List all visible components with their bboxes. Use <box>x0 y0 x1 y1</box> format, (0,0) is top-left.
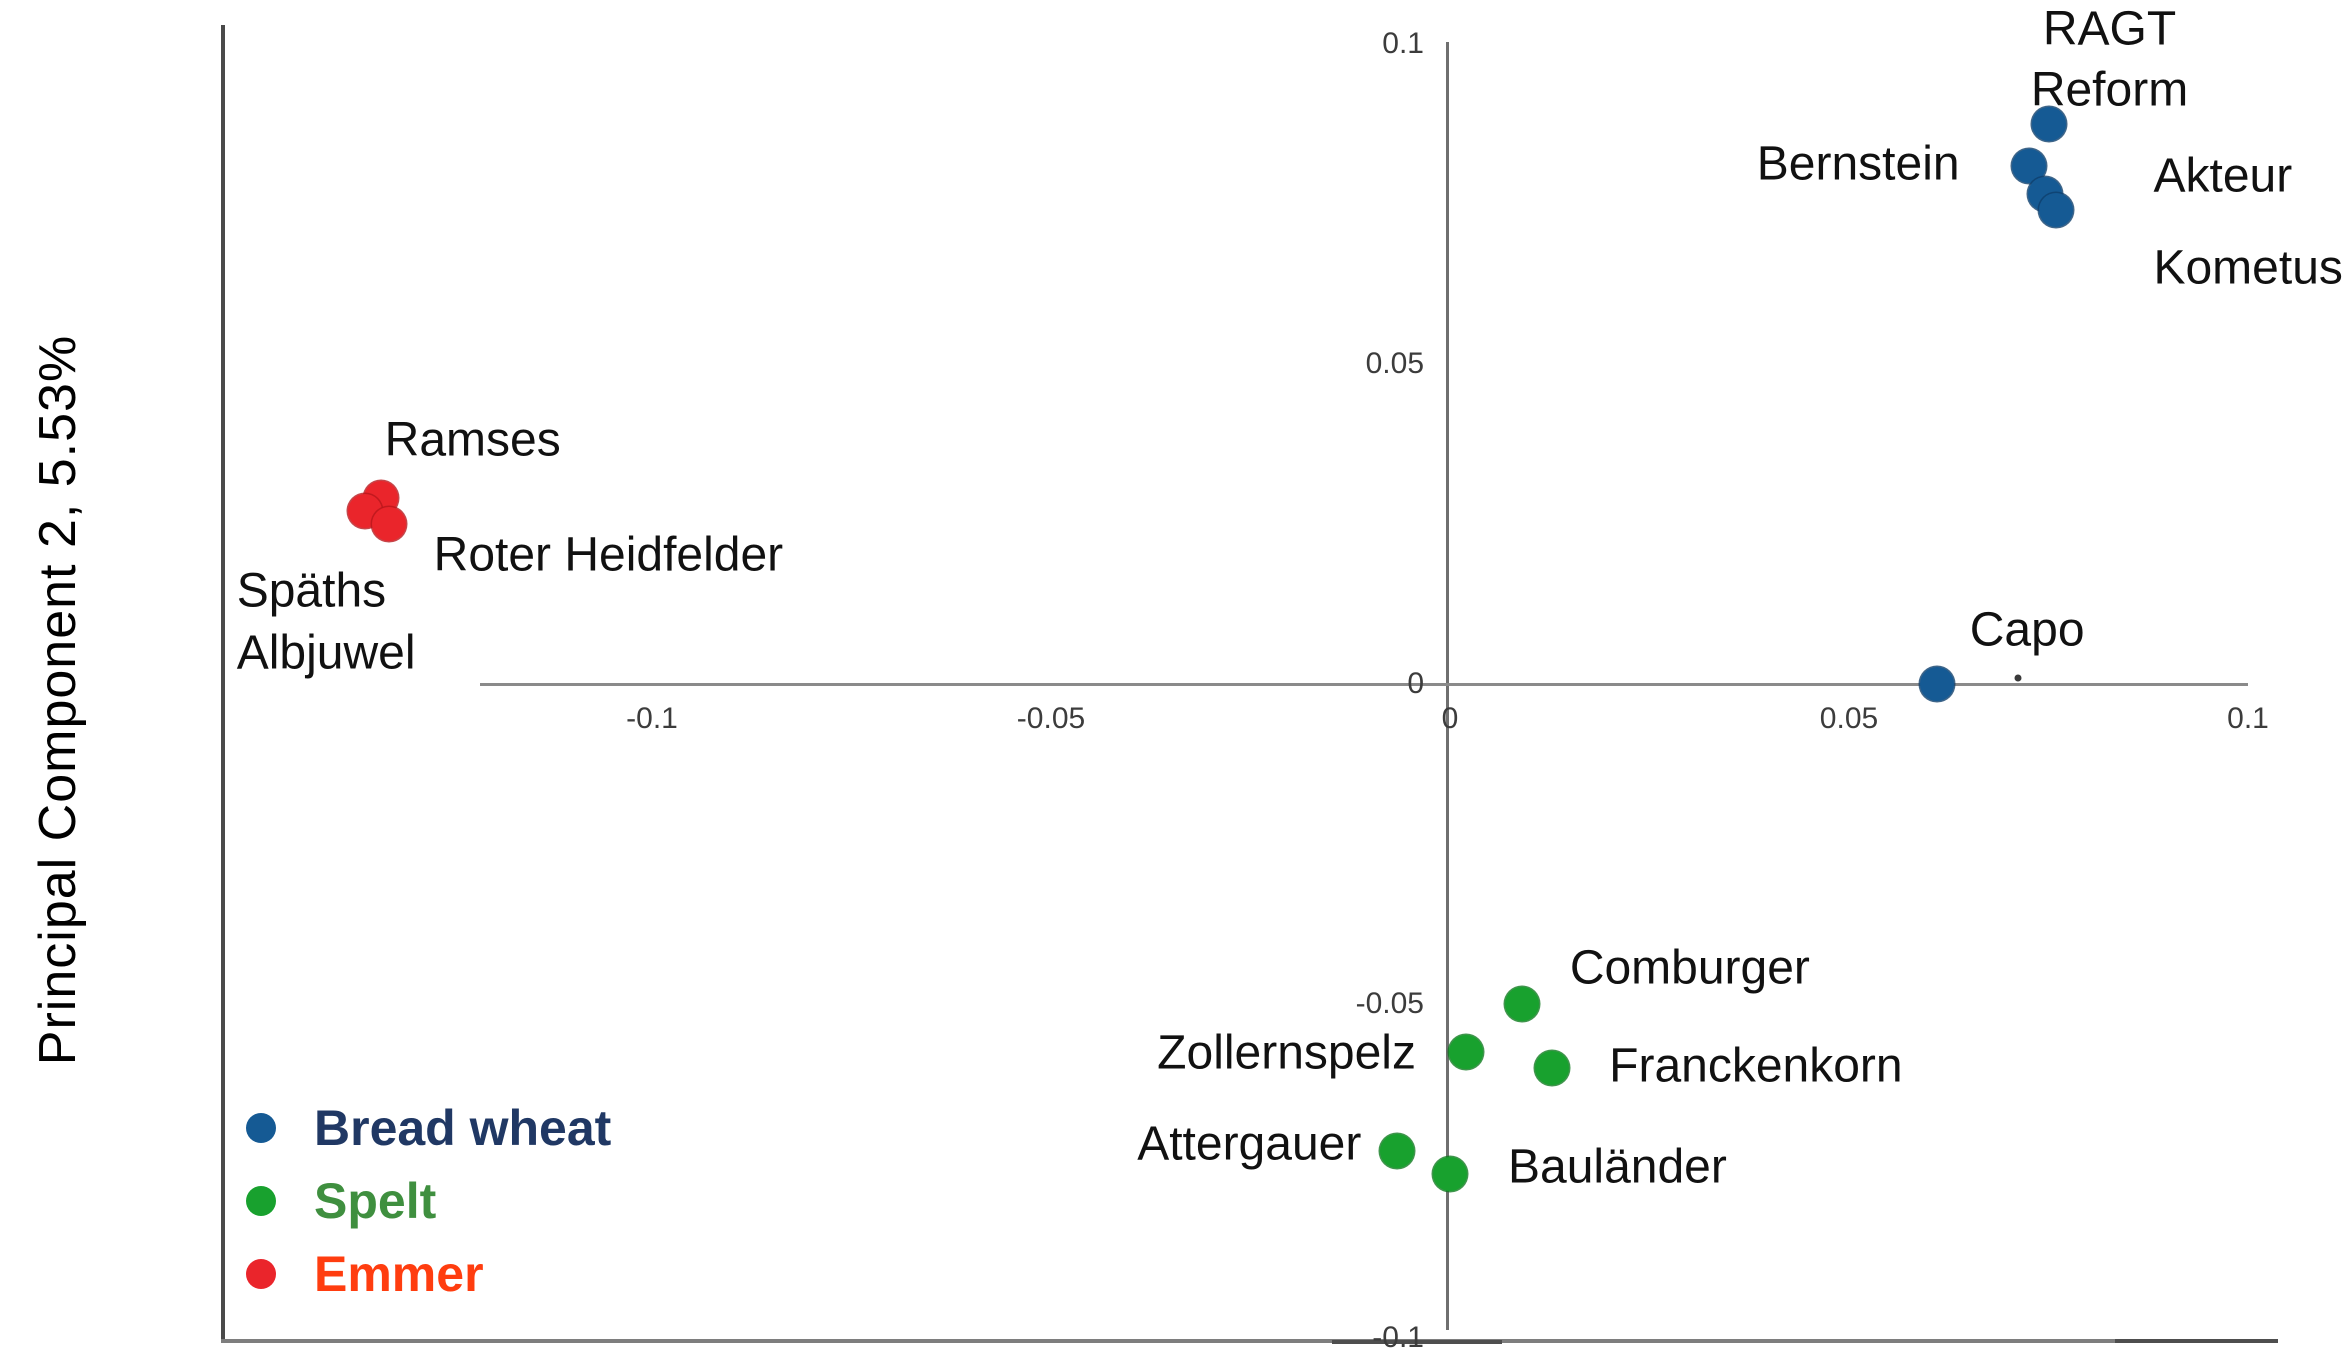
point-label-zollernspelz: Zollernspelz <box>1157 1026 1416 1080</box>
y-tick-label-0: 0 <box>1407 667 1424 700</box>
data-point-capo <box>1919 667 1954 701</box>
legend-item-emmer: Emmer <box>246 1242 484 1306</box>
data-point-zollernspelz <box>1448 1035 1483 1069</box>
point-label-baul-nder: Bauländer <box>1508 1139 1727 1193</box>
data-point-franckenkorn <box>1535 1051 1570 1085</box>
plot-frame-bottom <box>221 1339 2278 1343</box>
plot-frame-bottom-segment <box>2115 1339 2278 1343</box>
stray-mark <box>2014 674 2022 682</box>
data-point-baul-nder <box>1433 1156 1467 1191</box>
x-axis-line <box>480 683 2248 686</box>
point-label-bernstein: Bernstein <box>1756 136 1960 190</box>
y-tick-label-0-05: 0.05 <box>1365 347 1424 380</box>
y-tick-label-0-05: -0.05 <box>1355 987 1424 1020</box>
x-tick-label-0: 0 <box>1441 702 1459 735</box>
legend-marker-spelt <box>246 1186 276 1216</box>
point-label-capo: Capo <box>1969 603 2085 657</box>
x-tick-label-0-1: 0.1 <box>2227 702 2269 735</box>
legend-marker-emmer <box>246 1259 276 1289</box>
legend-label-emmer: Emmer <box>314 1246 484 1302</box>
data-point-kometus <box>2039 193 2074 228</box>
point-label-ragt-reform: RAGT Reform <box>2030 2 2189 117</box>
legend-item-bread-wheat: Bread wheat <box>246 1096 611 1160</box>
point-label-franckenkorn: Franckenkorn <box>1609 1039 1903 1093</box>
point-label-sp-ths-albjuwel: Späths Albjuwel <box>236 564 416 680</box>
x-tick-label-0-1: -0.1 <box>626 702 678 735</box>
data-point-roter-heidfelder <box>371 507 406 541</box>
y-axis-title: Principal Component 2, 5.53% <box>29 334 87 1066</box>
y-axis-line <box>1446 42 1449 1330</box>
legend-marker-bread-wheat <box>246 1113 276 1143</box>
point-label-ramses: Ramses <box>384 413 561 467</box>
y-tick-label-0-1: 0.1 <box>1382 27 1424 60</box>
point-label-attergauer: Attergauer <box>1137 1117 1362 1171</box>
data-point-bernstein <box>2011 148 2046 183</box>
data-point-comburger <box>1504 987 1539 1021</box>
plot-frame-left <box>221 25 225 1343</box>
x-tick-label-0-05: -0.05 <box>1016 702 1086 735</box>
point-label-roter-heidfelder: Roter Heidfelder <box>433 528 784 582</box>
plot-frame-bottom-segment <box>1332 1340 1502 1344</box>
data-point-ragt-reform <box>2031 107 2066 141</box>
point-label-comburger: Comburger <box>1569 941 1810 995</box>
y-tick-label-0-1: -0.1 <box>1372 1321 1424 1354</box>
point-label-kometus: Kometus <box>2153 241 2343 295</box>
legend-label-spelt: Spelt <box>314 1173 437 1229</box>
point-label-akteur: Akteur <box>2153 149 2293 203</box>
legend-label-bread-wheat: Bread wheat <box>314 1100 612 1156</box>
x-tick-label-0-05: 0.05 <box>1819 702 1879 735</box>
data-point-attergauer <box>1380 1134 1415 1169</box>
legend-item-spelt: Spelt <box>246 1169 436 1233</box>
